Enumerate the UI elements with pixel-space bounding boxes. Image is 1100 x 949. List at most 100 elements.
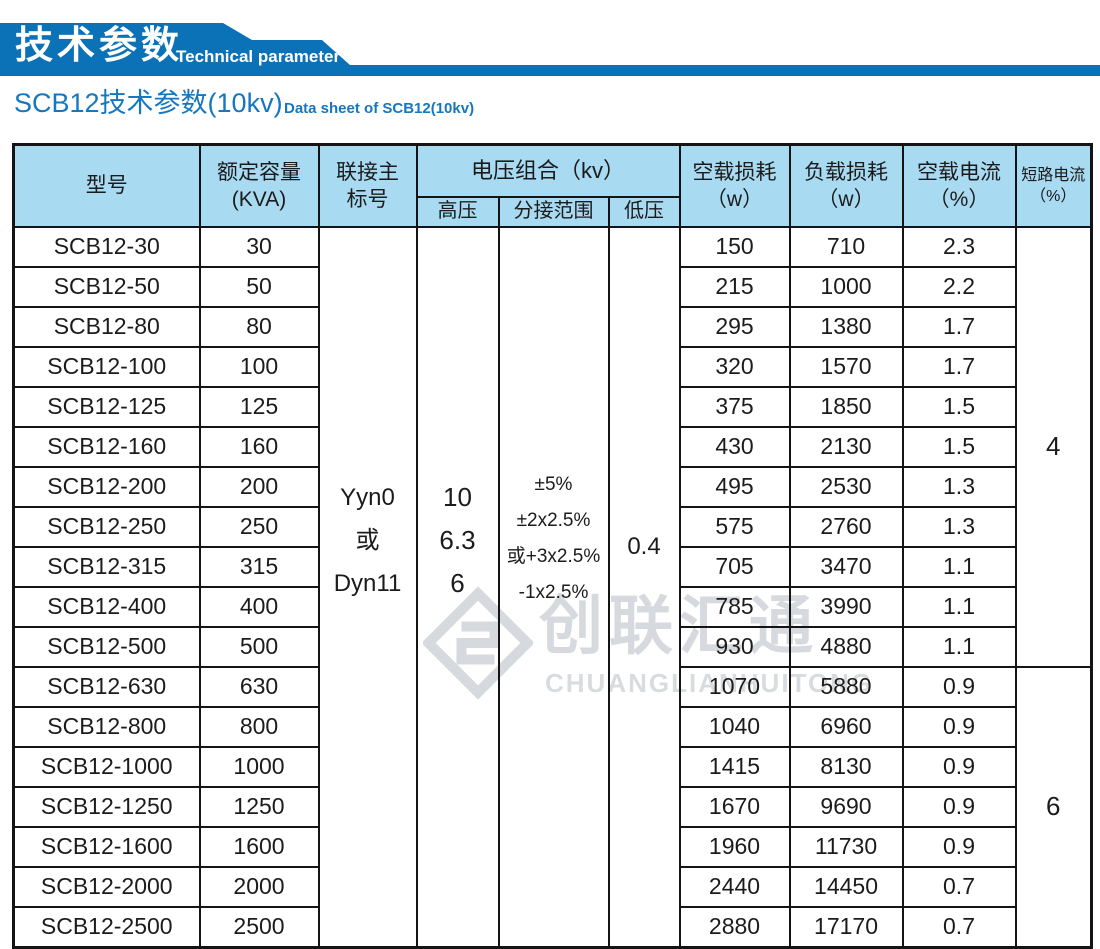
model-cell: SCB12-630 (12, 665, 201, 708)
table-row: SCB12-400 400 785 3990 1.1 (12, 585, 1092, 628)
capacity-cell: 50 (198, 265, 320, 308)
no-load-current-cell: 1.7 (901, 345, 1017, 388)
no-load-current-cell: 0.9 (901, 785, 1017, 828)
load-loss-cell: 6960 (788, 705, 904, 748)
model-cell: SCB12-800 (12, 705, 201, 748)
no-load-current-cell: 1.3 (901, 465, 1017, 508)
load-loss-cell: 9690 (788, 785, 904, 828)
table-row: SCB12-1250 1250 1670 9690 0.9 (12, 785, 1092, 828)
table-body: SCB12-30 30 Yyn0 或 Dyn11 10 6.3 6 ±5% ±2x2.5% 或+3x… (12, 225, 1093, 948)
table-row: SCB12-250 250 575 2760 1.3 (12, 505, 1092, 548)
no-load-current-cell: 1.3 (901, 505, 1017, 548)
model-cell: SCB12-1600 (12, 825, 201, 868)
load-loss-cell: 3470 (788, 545, 904, 588)
capacity-cell: 2500 (198, 905, 320, 948)
col-header-voltage-group: 电压组合（kv） (415, 143, 681, 198)
capacity-cell: 400 (198, 585, 320, 628)
table-row: SCB12-315 315 705 3470 1.1 (12, 545, 1092, 588)
page-title: SCB12技术参数(10kv) (14, 88, 283, 118)
model-cell: SCB12-500 (12, 625, 201, 668)
load-loss-cell: 11730 (788, 825, 904, 868)
model-cell: SCB12-200 (12, 465, 201, 508)
no-load-loss-cell: 215 (678, 265, 791, 308)
capacity-cell: 1600 (198, 825, 320, 868)
no-load-current-cell: 1.1 (901, 545, 1017, 588)
capacity-cell: 500 (198, 625, 320, 668)
no-load-current-cell: 0.9 (901, 665, 1017, 708)
parameters-table-container: 型号 额定容量 (KVA) 联接主 标号 电压组合（kv） 空载损耗 （w） 负… (12, 143, 1094, 949)
col-header-lv: 低压 (607, 195, 681, 228)
col-header-load-loss: 负载损耗 （w） (788, 143, 904, 228)
short-circuit-current-cell: 6 (1014, 665, 1093, 948)
capacity-cell: 315 (198, 545, 320, 588)
table-row: SCB12-80 80 295 1380 1.7 (12, 305, 1092, 348)
table-row: SCB12-1600 1600 1960 11730 0.9 (12, 825, 1092, 868)
model-cell: SCB12-50 (12, 265, 201, 308)
load-loss-cell: 1000 (788, 265, 904, 308)
load-loss-cell: 1380 (788, 305, 904, 348)
no-load-loss-cell: 495 (678, 465, 791, 508)
no-load-current-cell: 1.1 (901, 625, 1017, 668)
model-cell: SCB12-30 (12, 225, 201, 268)
col-header-tap-range: 分接范围 (497, 195, 610, 228)
capacity-cell: 2000 (198, 865, 320, 908)
model-cell: SCB12-160 (12, 425, 201, 468)
load-loss-cell: 2130 (788, 425, 904, 468)
load-loss-cell: 710 (788, 225, 904, 268)
no-load-current-cell: 0.9 (901, 705, 1017, 748)
model-cell: SCB12-1000 (12, 745, 201, 788)
table-header: 型号 额定容量 (KVA) 联接主 标号 电压组合（kv） 空载损耗 （w） 负… (12, 143, 1093, 228)
no-load-current-cell: 0.9 (901, 745, 1017, 788)
capacity-cell: 100 (198, 345, 320, 388)
col-header-model: 型号 (12, 143, 201, 228)
no-load-loss-cell: 1415 (678, 745, 791, 788)
no-load-loss-cell: 1070 (678, 665, 791, 708)
no-load-loss-cell: 320 (678, 345, 791, 388)
no-load-current-cell: 2.2 (901, 265, 1017, 308)
parameters-table: 型号 额定容量 (KVA) 联接主 标号 电压组合（kv） 空载损耗 （w） 负… (12, 143, 1094, 949)
table-row: SCB12-30 30 Yyn0 或 Dyn11 10 6.3 6 ±5% ±2x2.5% 或+3x… (12, 225, 1093, 948)
model-cell: SCB12-400 (12, 585, 201, 628)
no-load-current-cell: 1.7 (901, 305, 1017, 348)
capacity-cell: 30 (198, 225, 320, 268)
model-cell: SCB12-2500 (12, 905, 201, 948)
no-load-loss-cell: 150 (678, 225, 791, 268)
model-cell: SCB12-125 (12, 385, 201, 428)
capacity-cell: 160 (198, 425, 320, 468)
hv-cell: 10 6.3 6 (415, 225, 500, 948)
no-load-current-cell: 2.3 (901, 225, 1017, 268)
load-loss-cell: 2530 (788, 465, 904, 508)
model-cell: SCB12-1250 (12, 785, 201, 828)
no-load-loss-cell: 930 (678, 625, 791, 668)
table-row: SCB12-630 630 1070 5880 0.9 6 (12, 665, 1093, 948)
capacity-cell: 200 (198, 465, 320, 508)
banner: 技术参数 Technical parameter (0, 0, 1100, 80)
load-loss-cell: 1570 (788, 345, 904, 388)
col-header-no-load-loss: 空载损耗 （w） (678, 143, 791, 228)
no-load-loss-cell: 1040 (678, 705, 791, 748)
no-load-current-cell: 1.5 (901, 425, 1017, 468)
page-title-en: Data sheet of SCB12(10kv) (284, 100, 475, 117)
no-load-loss-cell: 575 (678, 505, 791, 548)
col-header-vector: 联接主 标号 (317, 143, 418, 228)
no-load-current-cell: 0.7 (901, 905, 1017, 948)
capacity-cell: 800 (198, 705, 320, 748)
load-loss-cell: 5880 (788, 665, 904, 708)
model-cell: SCB12-80 (12, 305, 201, 348)
no-load-current-cell: 0.9 (901, 825, 1017, 868)
no-load-current-cell: 1.1 (901, 585, 1017, 628)
tap-range-cell: ±5% ±2x2.5% 或+3x2.5% -1x2.5% (497, 225, 610, 948)
table-row: SCB12-100 100 320 1570 1.7 (12, 345, 1092, 388)
no-load-current-cell: 0.7 (901, 865, 1017, 908)
banner-title: 技术参数 (15, 25, 184, 67)
model-cell: SCB12-2000 (12, 865, 201, 908)
load-loss-cell: 17170 (788, 905, 904, 948)
no-load-loss-cell: 430 (678, 425, 791, 468)
load-loss-cell: 1850 (788, 385, 904, 428)
no-load-loss-cell: 705 (678, 545, 791, 588)
vector-group-cell: Yyn0 或 Dyn11 (317, 225, 418, 948)
model-cell: SCB12-250 (12, 505, 201, 548)
table-row: SCB12-800 800 1040 6960 0.9 (12, 705, 1092, 748)
table-row: SCB12-2000 2000 2440 14450 0.7 (12, 865, 1092, 908)
table-row: SCB12-1000 1000 1415 8130 0.9 (12, 745, 1092, 788)
